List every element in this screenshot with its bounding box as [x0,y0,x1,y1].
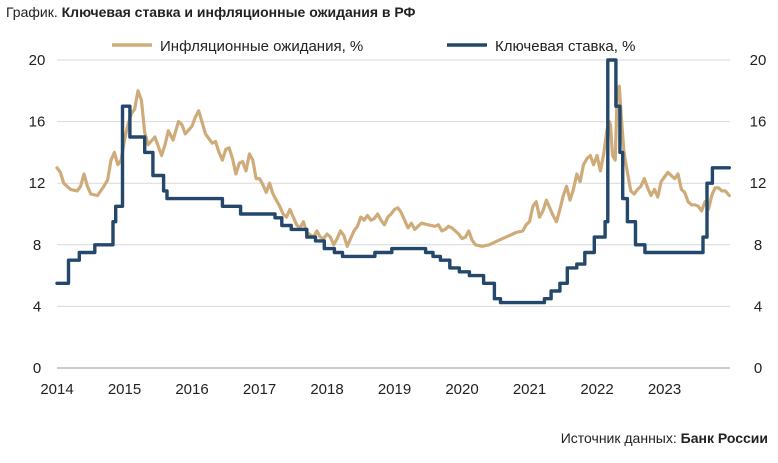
x-tick-label-2023: 2023 [648,381,681,398]
x-tick-label-2017: 2017 [243,381,276,398]
y-tick-label-left-20: 20 [29,52,46,69]
source-name: Банк России [680,430,768,446]
legend-label-inflation-expectations: Инфляционные ожидания, % [160,38,363,55]
x-tick-label-2015: 2015 [108,381,141,398]
y-tick-label-right-4: 4 [754,298,762,315]
y-tick-label-right-20: 20 [750,52,767,69]
x-tick-label-2020: 2020 [445,381,478,398]
y-tick-label-right-8: 8 [754,237,762,254]
x-tick-label-2018: 2018 [310,381,343,398]
chart-title: График. Ключевая ставка и инфляционные о… [6,4,416,20]
x-tick-label-2019: 2019 [378,381,411,398]
x-tick-label-2021: 2021 [513,381,546,398]
y-tick-label-left-16: 16 [29,114,46,131]
chart-title-prefix: График. [6,4,58,20]
series-line-inflation-expectations [55,84,731,248]
y-tick-label-left-0: 0 [33,360,41,377]
x-tick-label-2022: 2022 [580,381,613,398]
y-tick-label-left-8: 8 [33,237,41,254]
source-prefix: Источник данных: [560,430,677,446]
legend-label-key-rate: Ключевая ставка, % [495,38,635,55]
x-tick-label-2014: 2014 [40,381,73,398]
y-tick-label-left-12: 12 [29,175,46,192]
y-tick-label-right-16: 16 [750,114,767,131]
y-tick-label-right-0: 0 [754,360,762,377]
series-line-key-rate [55,58,731,305]
chart-title-main: Ключевая ставка и инфляционные ожидания … [61,4,416,20]
y-tick-label-left-4: 4 [33,298,41,315]
source-note: Источник данных: Банк России [561,430,768,446]
x-tick-label-2016: 2016 [175,381,208,398]
y-tick-label-right-12: 12 [750,175,767,192]
